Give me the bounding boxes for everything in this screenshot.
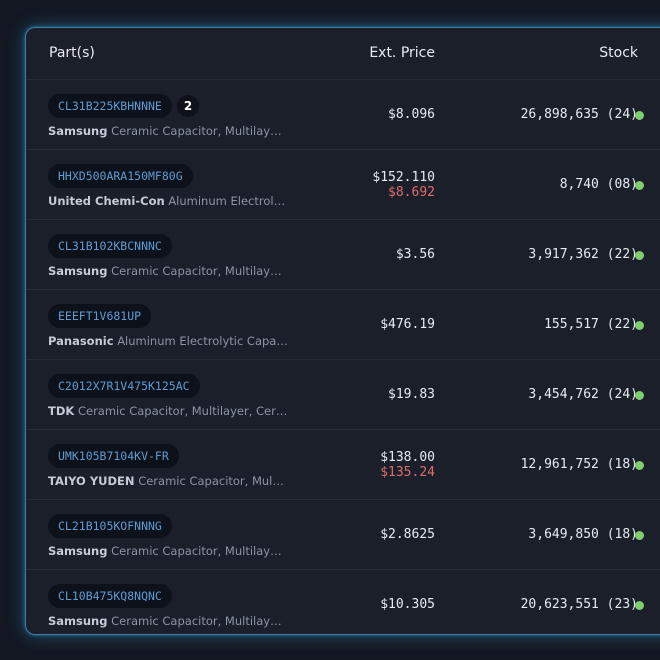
description-text: Ceramic Capacitor, Multilayer, C... [111, 264, 288, 278]
table-row[interactable]: CL31B225KBHNNNE 2 Samsung Ceramic Capacito… [26, 80, 660, 150]
in-stock-indicator-icon [635, 111, 644, 120]
ext-price: $3.56 [395, 247, 435, 262]
part-number-link[interactable]: CL21B105KOFNNNG [48, 514, 172, 538]
stock-quantity: 26,898,635 (24) [520, 107, 638, 122]
manufacturer-name: United Chemi-Con [48, 194, 165, 208]
in-stock-indicator-icon [635, 391, 644, 400]
description-text: Ceramic Capacitor, Multilayer, C... [111, 124, 288, 138]
table-row[interactable]: C2012X7R1V475K125AC TDK Ceramic Capacitor… [26, 360, 660, 430]
part-number-link[interactable]: CL31B225KBHNNNE [48, 94, 172, 118]
part-number-link[interactable]: C2012X7R1V475K125AC [48, 374, 200, 398]
parts-table: Part(s) Ext. Price Stock CL31B225KBHNNNE… [25, 27, 660, 635]
alternates-count-badge[interactable]: 2 [177, 95, 199, 117]
discounted-price: $135.24 [380, 465, 435, 480]
part-number-link[interactable]: EEEFT1V681UP [48, 304, 152, 328]
description-text: Ceramic Capacitor, Multilayer, C... [111, 614, 288, 628]
ext-price: $10.305 [380, 597, 435, 612]
part-number-link[interactable]: CL31B102KBCNNNC [48, 234, 172, 258]
ext-price: $138.00 [380, 450, 435, 465]
stock-quantity: 3,917,362 (22) [528, 247, 638, 262]
ext-price: $152.110 [372, 170, 435, 185]
table-header: Part(s) Ext. Price Stock [26, 28, 660, 80]
part-description: TAIYO YUDEN Ceramic Capacitor, Multilay.… [48, 474, 288, 488]
manufacturer-name: Panasonic [48, 334, 114, 348]
ext-price: $2.8625 [380, 527, 435, 542]
part-description: Samsung Ceramic Capacitor, Multilayer, C… [48, 264, 288, 278]
part-description: United Chemi-Con Aluminum Electrolytic .… [48, 194, 288, 208]
table-row[interactable]: HHXD500ARA150MF80G United Chemi-Con Alumi… [26, 150, 660, 220]
description-text: Aluminum Electrolytic ... [168, 194, 288, 208]
column-header-ext-price[interactable]: Ext. Price [369, 45, 435, 61]
table-row[interactable]: EEEFT1V681UP Panasonic Aluminum Electroly… [26, 290, 660, 360]
stock-quantity: 20,623,551 (23) [520, 597, 638, 612]
in-stock-indicator-icon [635, 531, 644, 540]
manufacturer-name: TAIYO YUDEN [48, 474, 135, 488]
description-text: Ceramic Capacitor, Multilayer, C... [111, 544, 288, 558]
discounted-price: $8.692 [388, 185, 435, 200]
table-row[interactable]: CL10B475KQ8NQNC Samsung Ceramic Capacitor… [26, 570, 660, 634]
part-number-link[interactable]: HHXD500ARA150MF80G [48, 164, 193, 188]
in-stock-indicator-icon [635, 461, 644, 470]
manufacturer-name: Samsung [48, 614, 108, 628]
description-text: Ceramic Capacitor, Multilay... [138, 474, 288, 488]
table-row[interactable]: CL21B105KOFNNNG Samsung Ceramic Capacitor… [26, 500, 660, 570]
manufacturer-name: Samsung [48, 124, 108, 138]
ext-price: $476.19 [380, 317, 435, 332]
stock-quantity: 12,961,752 (18) [520, 457, 638, 472]
stock-quantity: 3,454,762 (24) [528, 387, 638, 402]
part-number-link[interactable]: CL10B475KQ8NQNC [48, 584, 172, 608]
part-description: Samsung Ceramic Capacitor, Multilayer, C… [48, 124, 288, 138]
description-text: Aluminum Electrolytic Capacitor... [117, 334, 288, 348]
part-number-link[interactable]: UMK105B7104KV-FR [48, 444, 179, 468]
part-description: Panasonic Aluminum Electrolytic Capacito… [48, 334, 288, 348]
part-description: Samsung Ceramic Capacitor, Multilayer, C… [48, 614, 288, 628]
description-text: Ceramic Capacitor, Multilayer, Cerami... [77, 404, 288, 418]
table-body: CL31B225KBHNNNE 2 Samsung Ceramic Capacito… [26, 80, 660, 634]
stock-quantity: 155,517 (22) [544, 317, 638, 332]
part-description: TDK Ceramic Capacitor, Multilayer, Ceram… [48, 404, 288, 418]
ext-price: $8.096 [388, 107, 435, 122]
in-stock-indicator-icon [635, 251, 644, 260]
stock-quantity: 8,740 (08) [559, 177, 638, 192]
part-description: Samsung Ceramic Capacitor, Multilayer, C… [48, 544, 288, 558]
stock-quantity: 3,649,850 (18) [528, 527, 638, 542]
column-header-stock[interactable]: Stock [599, 45, 638, 61]
manufacturer-name: TDK [48, 404, 75, 418]
in-stock-indicator-icon [635, 321, 644, 330]
manufacturer-name: Samsung [48, 264, 108, 278]
manufacturer-name: Samsung [48, 544, 108, 558]
ext-price: $19.83 [388, 387, 435, 402]
table-row[interactable]: UMK105B7104KV-FR TAIYO YUDEN Ceramic Capa… [26, 430, 660, 500]
in-stock-indicator-icon [635, 601, 644, 610]
table-row[interactable]: CL31B102KBCNNNC Samsung Ceramic Capacitor… [26, 220, 660, 290]
in-stock-indicator-icon [635, 181, 644, 190]
column-header-parts[interactable]: Part(s) [49, 45, 95, 61]
